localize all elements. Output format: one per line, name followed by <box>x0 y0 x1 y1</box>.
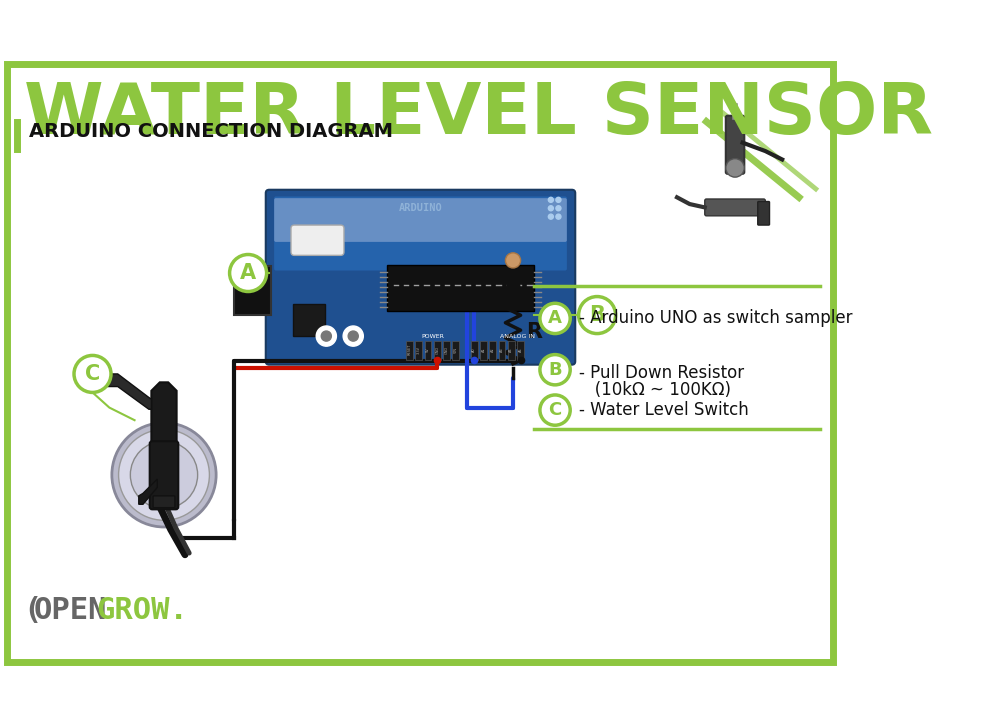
FancyBboxPatch shape <box>490 341 497 359</box>
Text: - Arduino UNO as switch sampler: - Arduino UNO as switch sampler <box>578 309 852 327</box>
Text: OPEN: OPEN <box>34 595 107 624</box>
Circle shape <box>539 303 570 333</box>
Circle shape <box>505 253 520 268</box>
Text: VIN: VIN <box>454 346 458 353</box>
FancyBboxPatch shape <box>291 225 344 256</box>
Text: (: ( <box>24 595 42 624</box>
Circle shape <box>555 197 561 203</box>
FancyBboxPatch shape <box>274 198 566 242</box>
Text: (10kΩ ~ 100KΩ): (10kΩ ~ 100KΩ) <box>578 380 730 399</box>
Circle shape <box>539 395 570 425</box>
Text: B: B <box>548 361 561 379</box>
Text: A0: A0 <box>473 347 477 352</box>
Text: A3: A3 <box>500 347 504 352</box>
Text: A2: A2 <box>491 347 495 352</box>
Circle shape <box>322 331 332 341</box>
FancyBboxPatch shape <box>234 266 271 315</box>
Circle shape <box>230 255 267 292</box>
Text: - Water Level Switch: - Water Level Switch <box>578 401 748 419</box>
Text: B: B <box>589 305 605 325</box>
Text: - Pull Down Resistor: - Pull Down Resistor <box>578 364 743 382</box>
Text: A5: A5 <box>518 347 522 352</box>
FancyBboxPatch shape <box>726 115 744 174</box>
Text: ARDUINO: ARDUINO <box>399 203 443 213</box>
FancyBboxPatch shape <box>453 341 460 359</box>
Text: ARDUINO CONNECTION DIAGRAM: ARDUINO CONNECTION DIAGRAM <box>29 122 393 141</box>
Text: WATER LEVEL SENSOR: WATER LEVEL SENSOR <box>24 80 932 149</box>
FancyBboxPatch shape <box>387 264 534 311</box>
FancyBboxPatch shape <box>153 496 175 507</box>
FancyBboxPatch shape <box>499 341 505 359</box>
Text: ANALOG IN: ANALOG IN <box>500 335 534 340</box>
Text: POWER: POWER <box>422 335 445 340</box>
Text: C: C <box>85 364 100 384</box>
Polygon shape <box>107 374 152 409</box>
Circle shape <box>578 296 615 333</box>
Circle shape <box>539 354 570 385</box>
Text: A4: A4 <box>509 347 513 352</box>
Circle shape <box>349 331 359 341</box>
Text: GND: GND <box>445 346 449 354</box>
Text: GROW.: GROW. <box>97 595 189 624</box>
Text: 3.3V: 3.3V <box>417 346 421 354</box>
Text: A: A <box>548 309 562 327</box>
FancyBboxPatch shape <box>517 341 523 359</box>
Circle shape <box>726 159 744 177</box>
Text: GND: GND <box>436 346 440 354</box>
Circle shape <box>548 197 553 203</box>
Text: A1: A1 <box>482 347 486 352</box>
Circle shape <box>119 430 210 521</box>
FancyBboxPatch shape <box>758 202 769 225</box>
Circle shape <box>112 423 216 527</box>
Circle shape <box>548 214 553 219</box>
FancyBboxPatch shape <box>704 199 765 216</box>
FancyBboxPatch shape <box>407 341 413 359</box>
FancyBboxPatch shape <box>274 197 566 271</box>
Circle shape <box>74 356 111 393</box>
FancyBboxPatch shape <box>416 341 423 359</box>
FancyBboxPatch shape <box>481 341 487 359</box>
Circle shape <box>343 326 364 346</box>
Text: A: A <box>240 263 256 283</box>
Polygon shape <box>139 479 157 505</box>
FancyBboxPatch shape <box>434 341 441 359</box>
FancyBboxPatch shape <box>471 341 478 359</box>
Circle shape <box>130 441 198 508</box>
Circle shape <box>317 326 337 346</box>
FancyBboxPatch shape <box>293 304 325 336</box>
FancyBboxPatch shape <box>444 341 450 359</box>
FancyBboxPatch shape <box>150 441 178 510</box>
FancyBboxPatch shape <box>507 341 514 359</box>
FancyBboxPatch shape <box>425 341 432 359</box>
Circle shape <box>548 205 553 211</box>
Circle shape <box>555 214 561 219</box>
FancyBboxPatch shape <box>266 189 575 364</box>
Text: C: C <box>548 401 561 419</box>
Circle shape <box>555 205 561 211</box>
Text: R: R <box>526 322 542 342</box>
Text: 5V: 5V <box>426 347 431 352</box>
Text: RESET: RESET <box>408 344 412 355</box>
Polygon shape <box>152 383 177 449</box>
